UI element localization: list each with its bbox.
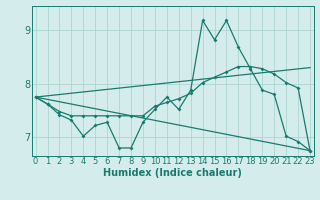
X-axis label: Humidex (Indice chaleur): Humidex (Indice chaleur) (103, 168, 242, 178)
